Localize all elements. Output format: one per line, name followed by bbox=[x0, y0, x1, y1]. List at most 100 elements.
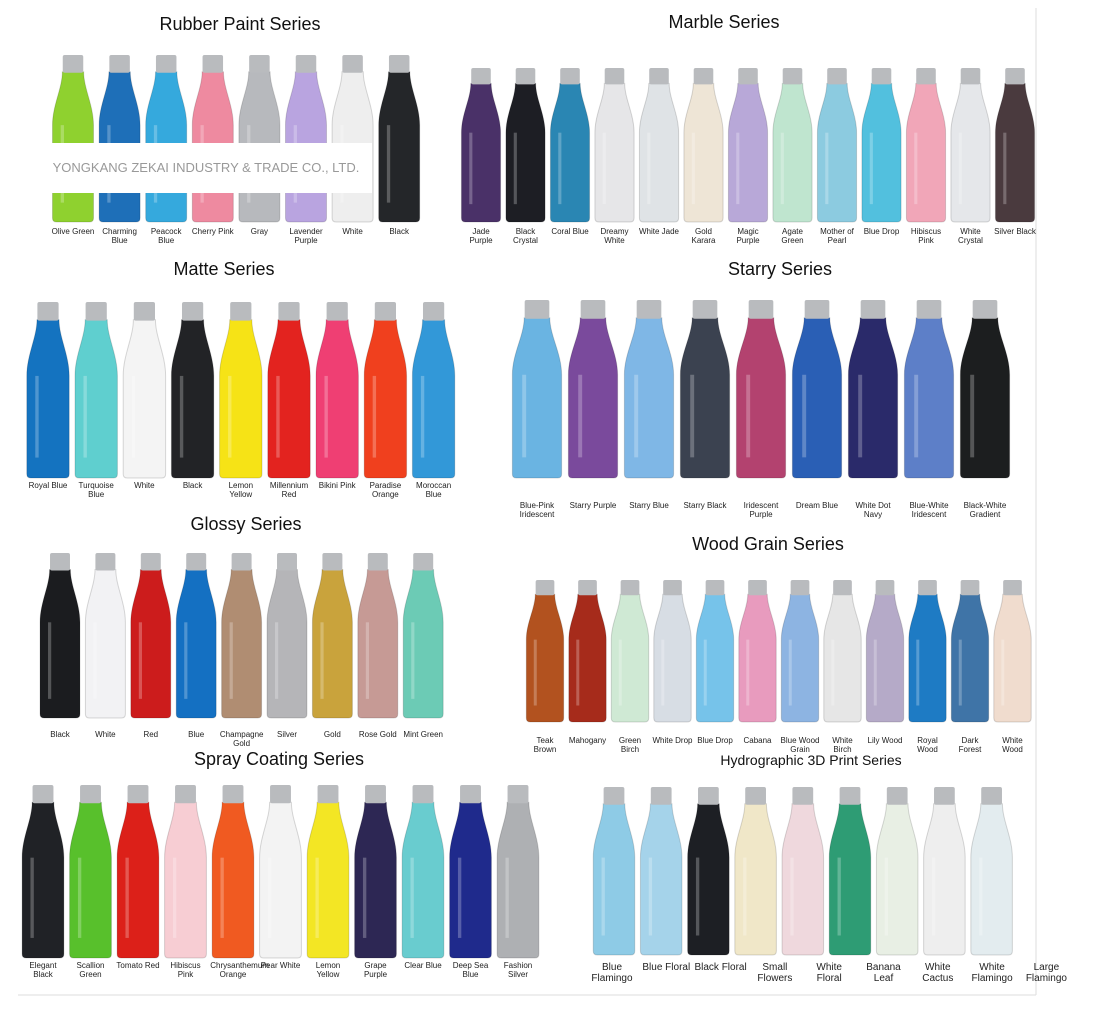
bottle-cap bbox=[578, 580, 597, 596]
bottle-label: White Birch bbox=[832, 736, 853, 754]
bottle-cap bbox=[790, 580, 810, 596]
bottle-cap bbox=[507, 785, 529, 804]
bottle-body bbox=[959, 317, 1011, 479]
bottle-shine bbox=[618, 639, 622, 706]
bottle-shine bbox=[884, 857, 889, 936]
bottle-cap bbox=[560, 68, 580, 85]
bottle-body bbox=[923, 803, 966, 956]
bottle-shine bbox=[513, 132, 517, 205]
bottle-label: Green Birch bbox=[618, 736, 642, 754]
bottle-body bbox=[727, 82, 769, 223]
bottle-cap bbox=[649, 68, 669, 85]
bottle-cap bbox=[471, 68, 491, 85]
bottle-shine bbox=[372, 375, 377, 458]
bottle-body bbox=[638, 82, 680, 223]
bottle-body bbox=[460, 82, 502, 223]
bottle-cap bbox=[1005, 68, 1025, 85]
bottle-cap bbox=[705, 580, 725, 596]
bottle-shine bbox=[970, 374, 975, 458]
bottle-cap bbox=[1003, 580, 1022, 596]
bottle-body bbox=[781, 803, 825, 956]
bottle-shine bbox=[825, 132, 829, 205]
bottle-cap bbox=[62, 55, 84, 73]
bottle-label: Champagne Gold bbox=[219, 730, 264, 748]
bottle-label: Lemon Yellow bbox=[228, 481, 254, 499]
bottle-cap bbox=[603, 787, 625, 805]
bottle-body bbox=[306, 801, 350, 959]
bottle-shine bbox=[522, 374, 527, 458]
bottle-body bbox=[130, 569, 172, 719]
bottle-cap bbox=[326, 302, 348, 321]
bottle-shine bbox=[690, 374, 695, 458]
bottle-label: Rose Gold bbox=[358, 730, 397, 739]
bottle-body bbox=[21, 801, 65, 959]
bottle-label: Coral Blue bbox=[551, 227, 589, 236]
bottle-label: Blue bbox=[188, 730, 205, 739]
bottle-shine bbox=[601, 857, 605, 936]
bottle-cap bbox=[663, 580, 682, 596]
bottle-cap bbox=[748, 300, 774, 319]
bottle-label: Millennium Red bbox=[269, 481, 309, 499]
bottle-cap bbox=[155, 55, 177, 73]
bottle-cap bbox=[37, 302, 59, 321]
bottle-label: Lavender Purple bbox=[289, 227, 323, 245]
bottle-label: Red bbox=[143, 730, 159, 739]
bottle-shine bbox=[695, 857, 700, 936]
bottle-body bbox=[267, 319, 311, 479]
bottle-body bbox=[738, 593, 777, 723]
bottle-body bbox=[816, 82, 858, 223]
bottle-cap bbox=[460, 785, 481, 804]
bottle-shine bbox=[35, 375, 39, 458]
section-title: Wood Grain Series bbox=[692, 534, 844, 554]
bottle-shine bbox=[229, 622, 233, 699]
bottle-shine bbox=[469, 132, 473, 205]
bottle-label: White Flamingo bbox=[971, 962, 1013, 984]
bottle-body bbox=[875, 803, 919, 956]
bottle-body bbox=[449, 801, 492, 959]
bottle-cap bbox=[972, 300, 998, 319]
bottle-cap bbox=[792, 787, 814, 805]
bottle-cap bbox=[231, 553, 252, 571]
bottle-label: Black bbox=[182, 481, 203, 490]
bottle-body bbox=[39, 569, 81, 719]
bottle-cap bbox=[636, 300, 662, 319]
bottle-label: Blue Flamingo bbox=[591, 962, 633, 984]
bottle-shine bbox=[275, 622, 279, 699]
bottle-shine bbox=[914, 374, 919, 458]
bottle-shine bbox=[362, 857, 367, 938]
bottle-shine bbox=[869, 132, 873, 205]
bottle-cap bbox=[322, 553, 343, 571]
bottle-body bbox=[903, 317, 955, 479]
bottle-shine bbox=[457, 857, 462, 938]
bottle-body bbox=[780, 593, 820, 723]
section-title: Spray Coating Series bbox=[193, 749, 365, 769]
bottle-shine bbox=[1003, 132, 1007, 205]
bottle-label: Clear Blue bbox=[404, 961, 442, 970]
bottle-label: Starry Blue bbox=[629, 501, 669, 510]
bottle-body bbox=[311, 569, 353, 719]
bottle-body bbox=[211, 801, 255, 959]
bottle-shine bbox=[276, 375, 280, 458]
bottle-label: Blue Wood Grain bbox=[780, 736, 820, 754]
bottle-cap bbox=[515, 68, 536, 85]
bottle-cap bbox=[782, 68, 803, 85]
bottle-shine bbox=[648, 857, 653, 936]
bottle-label: Dark Forest bbox=[958, 736, 982, 754]
bottle-label: Large Flamingo bbox=[1025, 962, 1067, 984]
bottle-body bbox=[734, 803, 777, 956]
bottle-cap bbox=[871, 68, 892, 85]
bottle-cap bbox=[580, 300, 606, 319]
bottle-cap bbox=[181, 302, 204, 321]
bottle-shine bbox=[578, 374, 583, 458]
bottle-shine bbox=[780, 132, 784, 205]
bottle-cap bbox=[860, 300, 886, 319]
bottle-body bbox=[357, 569, 399, 719]
bottle-shine bbox=[184, 622, 188, 699]
bottle-shine bbox=[179, 375, 184, 458]
bottle-cap bbox=[804, 300, 830, 319]
bottle-label: White bbox=[134, 481, 155, 490]
bottle-label: Charming Blue bbox=[102, 227, 137, 245]
bottle-label: Deep Sea Blue bbox=[452, 961, 489, 979]
bottle-cap bbox=[738, 68, 758, 85]
bottle-body bbox=[122, 319, 167, 479]
